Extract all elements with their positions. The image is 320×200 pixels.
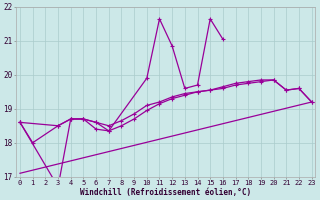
X-axis label: Windchill (Refroidissement éolien,°C): Windchill (Refroidissement éolien,°C) [80, 188, 252, 197]
